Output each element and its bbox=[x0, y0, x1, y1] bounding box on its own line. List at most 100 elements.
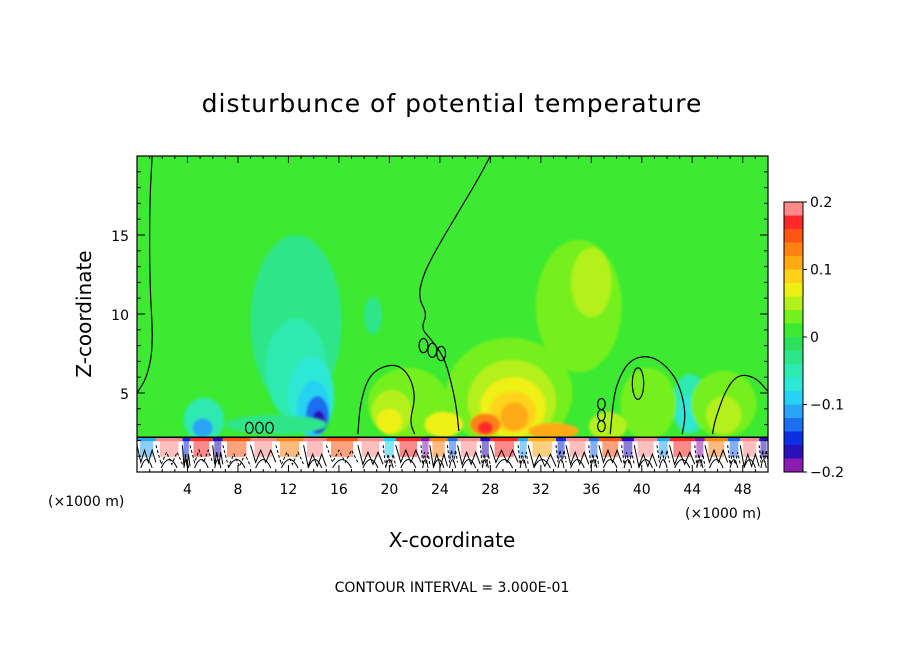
surface-contour bbox=[696, 459, 704, 469]
surface-segment-lobe bbox=[159, 441, 179, 457]
closed-contour bbox=[631, 367, 645, 400]
surface-contour bbox=[189, 445, 214, 465]
surface-contour bbox=[422, 459, 429, 469]
surface-contour bbox=[214, 459, 222, 469]
surface-segment-lobe bbox=[432, 441, 445, 457]
surface-segment bbox=[555, 437, 567, 442]
anomaly-region bbox=[225, 415, 327, 435]
surface-segment bbox=[669, 437, 695, 442]
surface-contour bbox=[140, 459, 153, 469]
x-unit-right: (×1000 m) bbox=[685, 506, 761, 522]
surface-segment bbox=[694, 437, 705, 442]
colorbar-swatch bbox=[784, 215, 803, 229]
surface-contour bbox=[280, 459, 299, 469]
surface-contour bbox=[727, 445, 741, 465]
surface-contour bbox=[160, 459, 178, 469]
surface-segment bbox=[303, 437, 327, 442]
anomaly-region bbox=[424, 411, 463, 438]
surface-contour bbox=[533, 459, 551, 469]
surface-contour bbox=[570, 459, 585, 469]
surface-contour bbox=[432, 459, 445, 469]
surface-segment bbox=[275, 437, 304, 442]
x-tick-label: 44 bbox=[683, 482, 701, 498]
colorbar-swatch bbox=[784, 364, 803, 378]
surface-segment-lobe bbox=[532, 441, 552, 457]
anomaly-layer bbox=[183, 235, 757, 449]
colorbar-swatch bbox=[784, 229, 803, 243]
colorbar-swatch bbox=[784, 242, 803, 256]
contour-interval-label: CONTOUR INTERVAL = 3.000E-01 bbox=[335, 580, 570, 596]
surface-contour bbox=[183, 459, 189, 469]
surface-segment bbox=[656, 437, 670, 442]
surface-segment bbox=[480, 437, 491, 442]
surface-segment bbox=[518, 437, 529, 442]
surface-segment bbox=[490, 437, 519, 442]
x-tick-label: 28 bbox=[481, 482, 499, 498]
anomaly-region bbox=[588, 411, 627, 441]
closed-contour bbox=[436, 345, 447, 362]
y-tick-label: 10 bbox=[111, 308, 129, 324]
x-axis-label: X-coordinate bbox=[389, 528, 516, 552]
surface-segment-lobe bbox=[729, 441, 739, 457]
surface-contour bbox=[325, 445, 359, 464]
surface-segment bbox=[634, 437, 657, 442]
surface-contour bbox=[255, 459, 272, 469]
colorbar-swatch bbox=[784, 269, 803, 283]
surface-contour bbox=[332, 459, 352, 469]
surface-contour bbox=[495, 459, 514, 469]
colorbar-swatch bbox=[784, 310, 803, 324]
surface-contour bbox=[517, 445, 529, 465]
surface-contour bbox=[758, 445, 768, 463]
colorbar-swatch bbox=[784, 445, 803, 459]
x-tick-label: 4 bbox=[183, 482, 192, 498]
surface-contour bbox=[307, 459, 323, 469]
surface-contour bbox=[489, 445, 519, 464]
surface-contour bbox=[565, 445, 590, 467]
surface-segment-lobe bbox=[623, 441, 633, 457]
y-axis-label: Z-coordinate bbox=[72, 250, 96, 377]
surface-contour bbox=[194, 459, 209, 469]
surface-segment-lobe bbox=[214, 441, 222, 457]
anomaly-region bbox=[528, 423, 579, 439]
surface-contour bbox=[420, 445, 431, 465]
anomaly-region bbox=[571, 247, 612, 318]
surface-segment bbox=[212, 437, 223, 442]
surface-contour bbox=[155, 445, 183, 466]
surface-segment-lobe bbox=[399, 441, 418, 457]
plot-area bbox=[137, 156, 768, 472]
surface-segment-lobe bbox=[743, 441, 757, 457]
surface-contour bbox=[212, 445, 224, 465]
surface-contour bbox=[448, 459, 457, 469]
surface-contour bbox=[588, 445, 600, 467]
colorbar: 0.2 0.1 0 −0.1 −0.2 bbox=[783, 195, 844, 481]
surface-contour bbox=[633, 445, 658, 469]
anomaly-region bbox=[500, 402, 529, 431]
surface-segment-lobe bbox=[193, 441, 210, 457]
zero-contour-line bbox=[609, 356, 686, 435]
surface-contour bbox=[303, 445, 327, 469]
anomaly-region bbox=[706, 396, 742, 435]
surface-segment-lobe bbox=[460, 441, 477, 457]
surface-segment-lobe bbox=[494, 441, 514, 457]
colorbar-tick-label: −0.2 bbox=[810, 465, 844, 481]
surface-segment bbox=[528, 437, 556, 442]
surface-contour bbox=[760, 459, 767, 469]
colorbar-swatch bbox=[784, 404, 803, 418]
surface-contour bbox=[457, 445, 481, 467]
surface-segment bbox=[704, 437, 728, 442]
surface-contour bbox=[382, 445, 397, 467]
surface-segment bbox=[588, 437, 599, 442]
colorbar-swatch bbox=[784, 458, 803, 472]
surface-contour bbox=[395, 445, 422, 464]
surface-contour bbox=[362, 459, 379, 469]
surface-contour bbox=[729, 459, 739, 469]
colorbar-swatch bbox=[784, 431, 803, 445]
surface-segment-lobe bbox=[673, 441, 692, 457]
surface-contour bbox=[461, 459, 477, 469]
surface-segment-lobe bbox=[279, 441, 300, 457]
surface-contour bbox=[385, 459, 394, 469]
surface-contour bbox=[275, 445, 305, 466]
surface-segment-lobe bbox=[519, 441, 527, 457]
anomaly-region bbox=[192, 418, 213, 438]
colorbar-swatch bbox=[784, 418, 803, 432]
